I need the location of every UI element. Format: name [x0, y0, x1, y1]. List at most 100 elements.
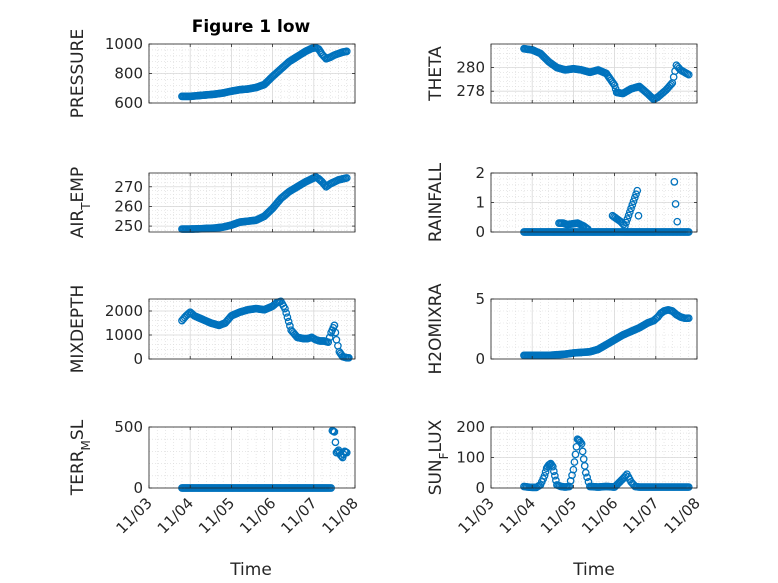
data-point	[572, 442, 581, 451]
data-point	[665, 81, 674, 90]
data-point	[673, 62, 682, 71]
x-tick-label: 11/06	[236, 494, 279, 537]
data-point	[618, 219, 627, 227]
axes-box	[148, 172, 356, 233]
data-point	[568, 471, 576, 480]
data-point	[281, 61, 290, 69]
data-point	[673, 217, 682, 226]
data-point	[265, 207, 273, 216]
axes-box	[490, 298, 698, 360]
data-point	[319, 179, 328, 188]
data-point	[683, 314, 692, 323]
y-axis-label: H2OMIXRA	[426, 283, 446, 374]
x-tick-label: 11/07	[619, 494, 662, 537]
y-tick-label: 278	[456, 82, 485, 100]
y-tick-label: 0	[475, 479, 485, 497]
data-point	[623, 215, 632, 223]
data-point	[318, 337, 327, 345]
x-tick-label: 11/07	[277, 494, 320, 537]
data-point	[329, 427, 338, 436]
x-tick-label: 11/05	[537, 494, 580, 537]
x-tick-label: 11/03	[455, 494, 498, 537]
y-tick-label: 1	[475, 194, 485, 212]
data-point	[273, 68, 282, 77]
data-point	[683, 70, 692, 78]
x-axis-label-left: Time	[229, 560, 272, 580]
y-axis-label: AIRTEMP	[68, 167, 93, 238]
axes-box	[490, 43, 698, 104]
data-point	[659, 88, 668, 97]
data-point	[667, 80, 675, 89]
data-point	[615, 478, 624, 487]
x-tick-label: 11/08	[319, 494, 362, 537]
data-point	[334, 341, 342, 350]
x-tick-label: 11/06	[578, 494, 621, 537]
data-point	[279, 302, 288, 311]
data-point	[624, 211, 633, 220]
data-point	[647, 93, 656, 101]
y-tick-label: 250	[114, 217, 143, 235]
y-tick-label: 0	[133, 479, 143, 497]
figure-title: Figure 1 low	[192, 17, 311, 37]
data-point	[622, 218, 630, 227]
data-point	[582, 224, 591, 232]
data-point	[539, 474, 548, 483]
data-point	[576, 438, 585, 447]
y-tick-label: 2000	[105, 302, 143, 320]
data-point	[583, 473, 591, 482]
data-point	[578, 447, 587, 456]
data-point	[329, 323, 338, 332]
data-point	[179, 315, 188, 323]
x-axis-label-right: Time	[572, 560, 615, 580]
axes-box	[148, 298, 356, 360]
data-point	[625, 208, 634, 216]
data-point	[337, 452, 346, 461]
data-point	[184, 309, 193, 318]
subplot-4: 0 1000 2000 MIXDEPTH	[68, 285, 356, 374]
y-tick-label: 0	[475, 350, 485, 368]
data-point	[341, 448, 350, 456]
y-axis-label: RAINFALL	[426, 162, 446, 242]
data-point	[632, 190, 640, 199]
x-tick-label: 11/04	[496, 494, 539, 537]
y-tick-label: 600	[114, 94, 143, 112]
y-tick-label: 200	[456, 418, 485, 436]
data-point	[341, 47, 350, 56]
data-point	[574, 436, 583, 444]
data-point	[265, 76, 273, 84]
data-point	[634, 211, 643, 220]
y-tick-label: 500	[114, 418, 143, 436]
data-point	[651, 315, 659, 324]
y-tick-label: 280	[456, 59, 485, 77]
data-point	[683, 483, 692, 491]
y-axis-label: MIXDEPTH	[68, 285, 88, 374]
data-point	[282, 309, 291, 317]
subplot-3: 0 1 2 RAINFALL	[426, 162, 698, 242]
subplot-0: 600 800 1000 PRESSURE	[68, 29, 356, 118]
data-point	[633, 186, 642, 195]
data-point	[671, 200, 680, 208]
y-axis-label: TERRMSL	[68, 419, 93, 496]
plot-area	[149, 427, 355, 488]
data-point	[551, 471, 559, 480]
y-tick-label: 0	[133, 350, 143, 368]
y-axis-label: PRESSURE	[68, 29, 88, 118]
y-tick-label: 800	[114, 65, 143, 83]
data-point	[608, 78, 617, 86]
y-tick-label: 260	[114, 197, 143, 215]
x-tick-label: 11/03	[113, 494, 156, 537]
data-point	[580, 462, 589, 470]
data-point	[283, 313, 292, 322]
data-point	[325, 333, 334, 342]
data-point	[581, 223, 589, 231]
data-point	[559, 483, 568, 491]
data-point	[183, 310, 192, 319]
data-point	[627, 204, 635, 213]
data-point	[331, 438, 340, 447]
y-tick-label: 100	[456, 449, 485, 467]
y-tick-label: 1000	[105, 326, 143, 344]
data-point	[670, 178, 679, 186]
axes-box	[148, 426, 356, 489]
